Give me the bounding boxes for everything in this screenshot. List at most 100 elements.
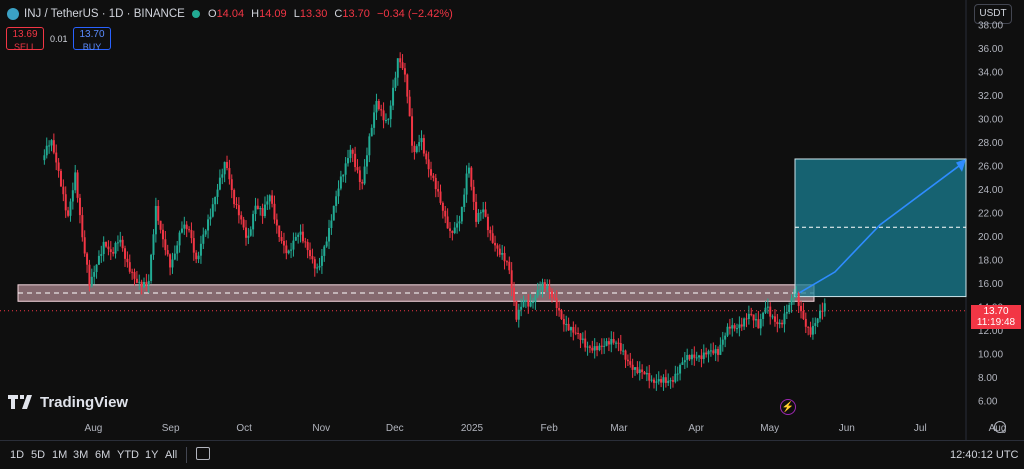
- price-axis-label: 22.00: [978, 209, 1003, 220]
- range-1m[interactable]: 1M: [52, 449, 68, 461]
- bottom-toolbar: 1D 5D 1M 3M 6M YTD 1Y All 12:40:12 UTC: [0, 440, 1024, 469]
- projection-arrow[interactable]: [794, 163, 963, 297]
- range-3m[interactable]: 3M: [73, 449, 89, 461]
- candle-body: [586, 346, 589, 348]
- buy-button[interactable]: 13.70 BUY: [73, 27, 111, 52]
- range-5d[interactable]: 5D: [31, 449, 46, 461]
- range-ytd[interactable]: YTD: [117, 449, 139, 461]
- candle-body: [669, 380, 672, 382]
- candle-body: [396, 58, 399, 78]
- candle-body: [762, 312, 765, 319]
- candle-body: [152, 234, 155, 255]
- buy-price: 13.70: [79, 29, 105, 40]
- candle-body: [237, 205, 240, 216]
- candle-body: [484, 209, 487, 217]
- candle-body: [776, 321, 779, 325]
- candle-body: [76, 172, 79, 198]
- candle-body: [425, 153, 428, 160]
- candle-body: [154, 205, 157, 235]
- currency-selector[interactable]: USDT: [974, 4, 1012, 24]
- candle-body: [510, 270, 513, 288]
- candle-body: [140, 281, 143, 288]
- candle-body: [752, 314, 755, 321]
- candle-body: [105, 241, 108, 247]
- range-1y[interactable]: 1Y: [145, 449, 159, 461]
- candle-body: [690, 354, 693, 360]
- utc-clock[interactable]: 12:40:12 UTC: [950, 449, 1019, 461]
- candle-body: [126, 258, 129, 263]
- candle-body: [74, 172, 77, 191]
- candle-body: [290, 249, 293, 251]
- candle-body: [183, 224, 186, 229]
- candle-body: [207, 219, 210, 231]
- candle-body: [788, 305, 791, 313]
- candle-body: [337, 188, 340, 197]
- candle-body: [325, 241, 328, 247]
- candle-body: [197, 255, 200, 260]
- candle-body: [52, 140, 55, 153]
- price-axis-label: 38.00: [978, 20, 1003, 31]
- candle-body: [252, 214, 255, 230]
- candle-body: [328, 227, 331, 242]
- candle-body: [299, 231, 302, 235]
- candle-body: [546, 286, 549, 289]
- candle-body: [515, 300, 518, 320]
- candle-body: [218, 177, 221, 190]
- sell-price: 13.69: [12, 29, 38, 40]
- candle-body: [643, 372, 646, 375]
- candle-body: [332, 205, 335, 221]
- range-6m[interactable]: 6M: [95, 449, 111, 461]
- calendar-icon[interactable]: [196, 447, 210, 460]
- candle-body: [361, 181, 364, 184]
- tradingview-logo[interactable]: TradingView: [8, 392, 128, 412]
- candle-body: [702, 352, 705, 360]
- candle-body: [377, 100, 380, 110]
- candle-body: [667, 380, 670, 383]
- candle-body: [309, 250, 312, 257]
- candle-body: [541, 282, 544, 290]
- candle-body: [64, 194, 67, 211]
- toolbar-divider: [186, 447, 187, 463]
- candle-body: [759, 318, 762, 329]
- candle-body: [394, 77, 397, 88]
- market-status-icon: [192, 10, 200, 18]
- lightning-icon[interactable]: ⚡: [780, 399, 796, 415]
- candle-body: [816, 318, 819, 324]
- candle-body: [591, 347, 594, 351]
- candle-body: [733, 325, 736, 329]
- range-1d[interactable]: 1D: [10, 449, 25, 461]
- time-axis-label: Jun: [839, 423, 855, 434]
- candle-body: [560, 310, 563, 319]
- range-all[interactable]: All: [165, 449, 178, 461]
- time-axis-label: Dec: [386, 423, 404, 434]
- candle-body: [553, 297, 556, 299]
- candle-body: [705, 352, 708, 355]
- candle-body: [558, 307, 561, 311]
- symbol-title[interactable]: INJ / TetherUS · 1D · BINANCE: [24, 8, 185, 20]
- candle-body: [446, 216, 449, 229]
- candle-body: [520, 306, 523, 310]
- candle-body: [339, 176, 342, 189]
- price-axis-label: 34.00: [978, 67, 1003, 78]
- candle-body: [674, 373, 677, 382]
- candle-body: [612, 338, 615, 343]
- candle-body: [695, 357, 698, 359]
- candle-body: [522, 300, 525, 307]
- candle-body: [766, 306, 769, 308]
- candle-body: [418, 142, 421, 147]
- candle-body: [83, 237, 86, 254]
- candle-body: [311, 256, 314, 260]
- price-chart[interactable]: 6.008.0010.0012.0014.0016.0018.0020.0022…: [0, 0, 1024, 440]
- settings-gear-icon[interactable]: [994, 421, 1006, 433]
- candle-body: [736, 328, 739, 330]
- candle-body: [147, 280, 150, 285]
- candle-body: [128, 262, 131, 272]
- candle-body: [50, 140, 53, 146]
- candle-body: [401, 62, 404, 69]
- candle-body: [335, 196, 338, 206]
- candle-body: [138, 281, 141, 283]
- candle-body: [330, 220, 333, 228]
- candle-body: [169, 254, 172, 268]
- candle-body: [785, 312, 788, 314]
- sell-button[interactable]: 13.69 SELL: [6, 27, 44, 52]
